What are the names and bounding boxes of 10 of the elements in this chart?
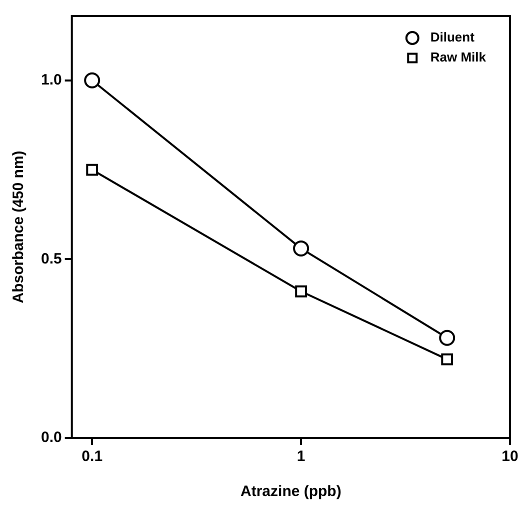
x-tick-label: 1 <box>296 448 306 466</box>
y-axis-title: Absorbance (450 nm) <box>10 150 28 304</box>
y-tick-label: 0.5 <box>40 250 62 268</box>
x-axis-title: Atrazine (ppb) <box>240 483 342 500</box>
y-tick-label: 0.0 <box>40 429 62 446</box>
legend-label: Raw Milk <box>430 50 487 65</box>
y-tick-label: 1.0 <box>40 72 62 89</box>
x-tick-label: 10 <box>502 448 518 466</box>
x-tick-label: 0.1 <box>82 448 103 466</box>
legend-label: Diluent <box>430 30 476 45</box>
